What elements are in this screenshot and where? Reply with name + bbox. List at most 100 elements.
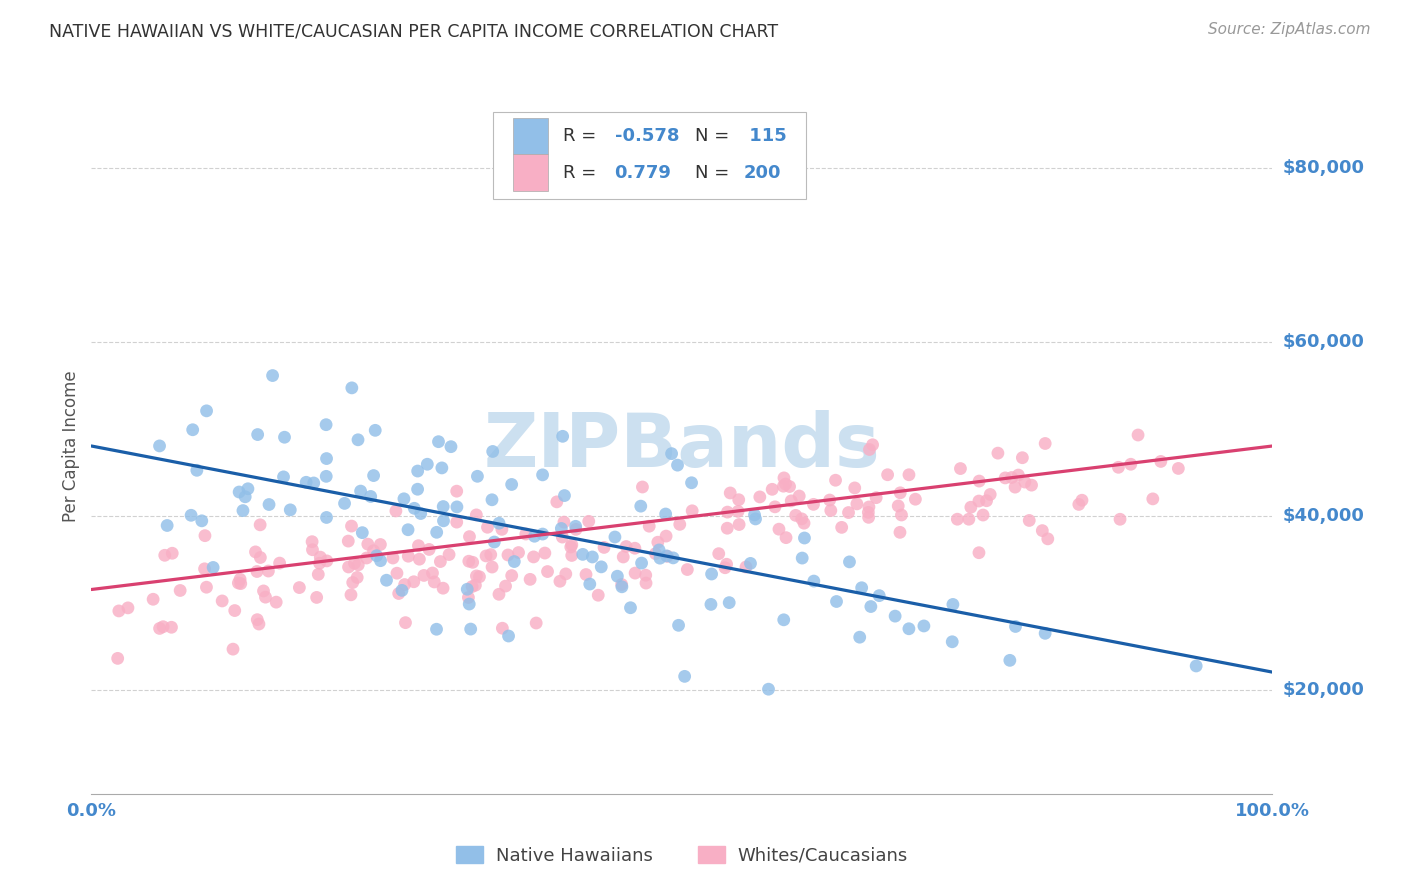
Point xyxy=(342,575,364,590)
Point xyxy=(818,493,841,508)
Point xyxy=(1007,468,1029,483)
Point xyxy=(107,651,129,665)
Point xyxy=(302,475,325,490)
Point xyxy=(426,525,449,540)
Point xyxy=(388,586,411,600)
Point xyxy=(578,514,600,528)
Point xyxy=(761,483,783,497)
Point xyxy=(501,477,523,491)
Point xyxy=(347,558,370,572)
Point xyxy=(488,587,510,601)
Point xyxy=(1071,493,1094,508)
Point xyxy=(422,566,444,580)
Point xyxy=(1004,480,1026,494)
Point xyxy=(949,461,972,475)
Point xyxy=(269,556,291,570)
Point xyxy=(430,461,453,475)
Point xyxy=(631,480,654,494)
Point xyxy=(519,573,541,587)
Point xyxy=(357,537,380,551)
Point xyxy=(624,566,647,580)
Point xyxy=(634,568,657,582)
Legend: Native Hawaiians, Whites/Caucasians: Native Hawaiians, Whites/Caucasians xyxy=(449,838,915,871)
Point xyxy=(793,531,815,545)
Point xyxy=(1150,454,1173,468)
Point xyxy=(889,525,911,540)
Point xyxy=(554,566,576,581)
Point xyxy=(591,559,613,574)
Point xyxy=(315,554,337,568)
Text: N =: N = xyxy=(695,128,735,145)
Point xyxy=(793,516,815,531)
Point xyxy=(148,439,170,453)
Point xyxy=(337,560,360,574)
Point xyxy=(273,430,295,444)
Point xyxy=(967,474,990,488)
Point xyxy=(644,547,666,561)
Point xyxy=(392,491,415,506)
Point xyxy=(307,567,329,582)
Point xyxy=(333,496,356,510)
Point xyxy=(979,487,1001,501)
Point xyxy=(740,557,762,571)
Point xyxy=(768,522,790,536)
Point xyxy=(727,504,749,518)
Point xyxy=(432,514,454,528)
Point xyxy=(229,576,252,591)
Point xyxy=(868,589,890,603)
Point xyxy=(1109,512,1132,526)
Point xyxy=(195,404,218,418)
Point xyxy=(363,543,385,558)
Point xyxy=(186,463,208,477)
Point xyxy=(416,457,439,471)
Point xyxy=(735,560,758,574)
Point xyxy=(396,523,419,537)
Point xyxy=(662,550,685,565)
Point xyxy=(1126,428,1149,442)
Point xyxy=(394,615,416,630)
Point xyxy=(254,590,277,604)
Point xyxy=(301,534,323,549)
Point xyxy=(851,581,873,595)
Point xyxy=(941,634,963,648)
Point xyxy=(655,549,678,563)
Point xyxy=(655,529,678,543)
Point xyxy=(714,560,737,574)
Point xyxy=(858,510,880,524)
Point xyxy=(202,560,225,574)
Point xyxy=(180,508,202,523)
Point xyxy=(495,579,517,593)
Point xyxy=(657,549,679,564)
Point xyxy=(229,572,252,586)
Point xyxy=(546,495,568,509)
Point xyxy=(904,492,927,507)
Point xyxy=(402,574,425,589)
Point xyxy=(772,479,794,493)
Point xyxy=(967,546,990,560)
Text: N =: N = xyxy=(695,163,735,182)
Point xyxy=(481,560,503,574)
Point xyxy=(718,486,741,500)
Point xyxy=(779,479,801,493)
Point xyxy=(468,570,491,584)
Point xyxy=(252,583,274,598)
Point xyxy=(838,555,860,569)
Point xyxy=(211,594,233,608)
Point xyxy=(845,497,868,511)
Point xyxy=(897,622,920,636)
Text: ZIPBands: ZIPBands xyxy=(484,409,880,483)
Point xyxy=(523,529,546,543)
Point xyxy=(465,508,488,522)
Point xyxy=(491,621,513,635)
Point xyxy=(1033,436,1056,450)
Point xyxy=(551,429,574,443)
Point xyxy=(117,600,139,615)
Point xyxy=(700,567,723,582)
Text: R =: R = xyxy=(562,128,602,145)
Point xyxy=(232,503,254,517)
Point xyxy=(673,669,696,683)
Point xyxy=(315,417,337,432)
Point xyxy=(465,569,488,583)
Point xyxy=(456,582,478,597)
Point xyxy=(564,519,586,533)
